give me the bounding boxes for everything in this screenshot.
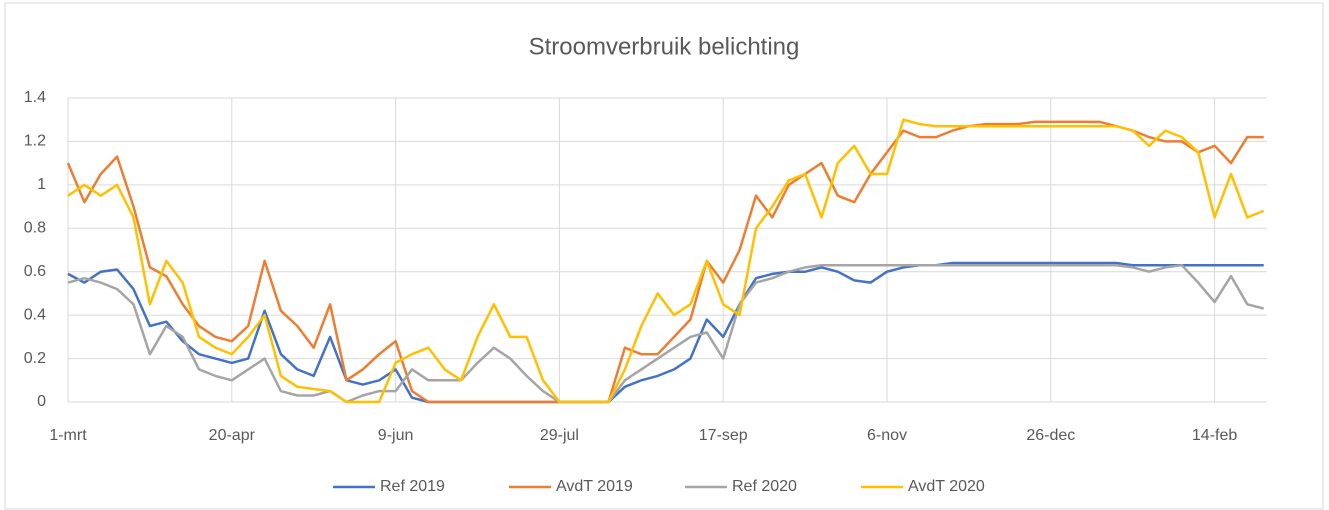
y-tick-label: 1.4 [24, 89, 46, 106]
chart-frame [4, 2, 1324, 510]
legend-label: Ref 2019 [380, 478, 445, 495]
series-line [67, 261, 1264, 404]
series-line [66, 120, 1264, 404]
x-tick-label: 29-jul [540, 427, 579, 444]
y-tick-label: 1.2 [24, 133, 46, 150]
x-tick-label: 1-mrt [49, 427, 87, 444]
chart-title: Stroomverbruik belichting [529, 33, 800, 60]
x-tick-label: 6-nov [867, 427, 907, 444]
y-tick-label: 0.4 [24, 306, 46, 323]
x-tick-label: 9-jun [378, 427, 414, 444]
y-tick-label: 0.6 [24, 263, 46, 280]
y-tick-label: 1 [37, 176, 46, 193]
series-line [67, 118, 1265, 404]
x-tick-label: 20-apr [209, 427, 256, 444]
y-tick-label: 0 [37, 393, 46, 410]
x-tick-label: 17-sep [699, 427, 748, 444]
x-tick-label: 14-feb [1192, 427, 1237, 444]
legend-label: AvdT 2019 [556, 478, 633, 495]
y-tick-label: 0.8 [24, 220, 46, 237]
y-tick-label: 0.2 [24, 350, 46, 367]
x-tick-label: 26-dec [1026, 427, 1075, 444]
legend-label: Ref 2020 [732, 478, 797, 495]
legend-label: AvdT 2020 [908, 478, 985, 495]
series-line [67, 263, 1265, 404]
